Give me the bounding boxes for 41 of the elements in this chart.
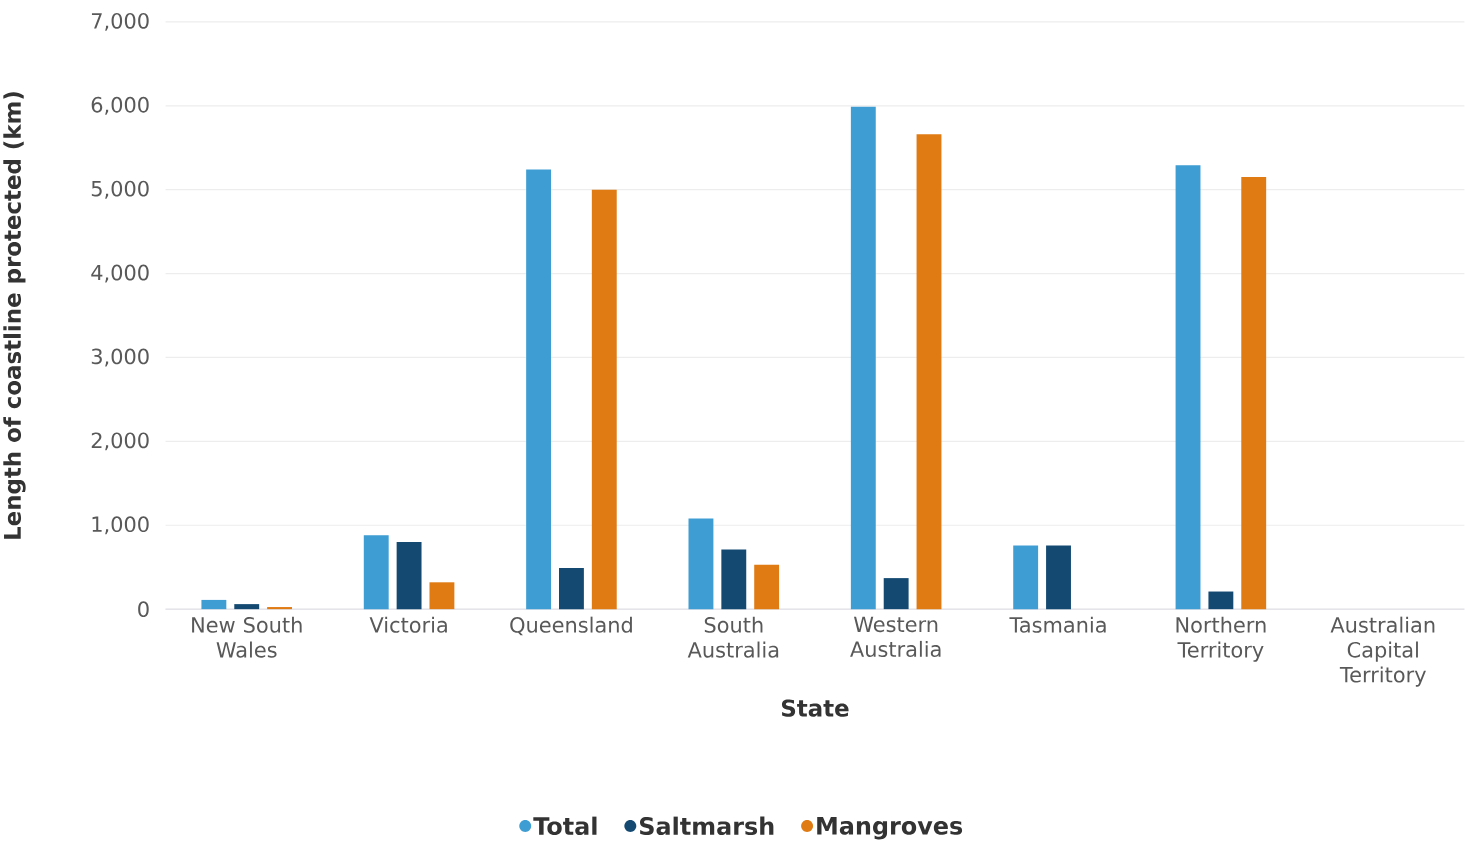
- x-tick-label: Queensland: [510, 616, 632, 636]
- bar: [201, 599, 227, 610]
- legend-label: Mangroves: [817, 816, 963, 840]
- x-tick-label: Australian Capital Territory: [1330, 616, 1435, 687]
- bar: [721, 549, 747, 610]
- y-tick-label: 2,000: [91, 432, 149, 451]
- bar: [526, 169, 552, 610]
- bar: [396, 542, 422, 610]
- x-tick-label: Victoria: [369, 616, 447, 633]
- bar: [688, 518, 714, 610]
- bar: [1208, 591, 1234, 610]
- bar: [850, 106, 876, 610]
- bar: [1046, 545, 1071, 610]
- y-tick-label: 1,000: [92, 516, 149, 535]
- bar: [916, 134, 942, 610]
- bar: [591, 189, 617, 610]
- x-tick-label: Northern Territory: [1176, 616, 1266, 662]
- bar: [363, 535, 389, 610]
- legend-label: Total: [533, 816, 597, 836]
- bar: [267, 607, 293, 610]
- y-tick-label: 4,000: [91, 264, 149, 283]
- bar: [754, 564, 780, 610]
- y-tick-label: 5,000: [91, 180, 149, 199]
- bar: [1175, 165, 1201, 610]
- bar: [1013, 545, 1039, 610]
- x-tick-label: South Australia: [687, 616, 779, 658]
- bar: [234, 604, 260, 610]
- x-tick-label: Tasmania: [1009, 616, 1106, 633]
- y-tick-label: 0: [138, 601, 149, 618]
- bar: [429, 582, 455, 610]
- y-tick-label: 3,000: [91, 348, 149, 367]
- bar: [1241, 177, 1267, 610]
- bar: [559, 568, 584, 610]
- x-tick-label: New South Wales: [192, 616, 302, 658]
- x-tick-label: Western Australia: [850, 616, 941, 658]
- legend-label: Saltmarsh: [639, 816, 774, 836]
- bar: [883, 578, 909, 610]
- y-axis-title: Length of coastline protected (km): [3, 92, 26, 539]
- y-tick-label: 7,000: [91, 12, 149, 31]
- x-axis-title: State: [781, 699, 849, 717]
- y-tick-label: 6,000: [91, 96, 149, 115]
